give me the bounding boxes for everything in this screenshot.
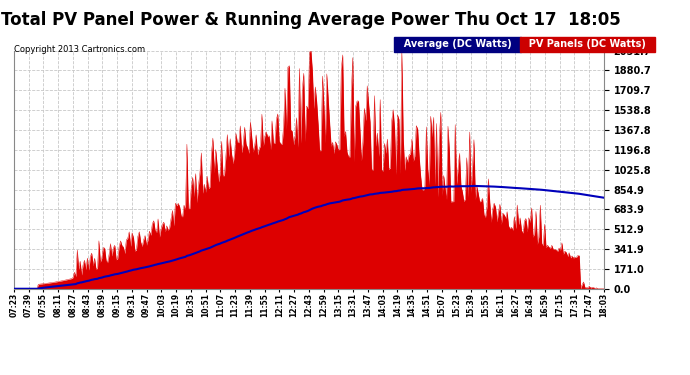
Text: Total PV Panel Power & Running Average Power Thu Oct 17  18:05: Total PV Panel Power & Running Average P…	[1, 11, 620, 29]
Text: Copyright 2013 Cartronics.com: Copyright 2013 Cartronics.com	[14, 45, 145, 54]
Text: PV Panels (DC Watts): PV Panels (DC Watts)	[522, 39, 653, 50]
Text: Average (DC Watts): Average (DC Watts)	[397, 39, 518, 50]
